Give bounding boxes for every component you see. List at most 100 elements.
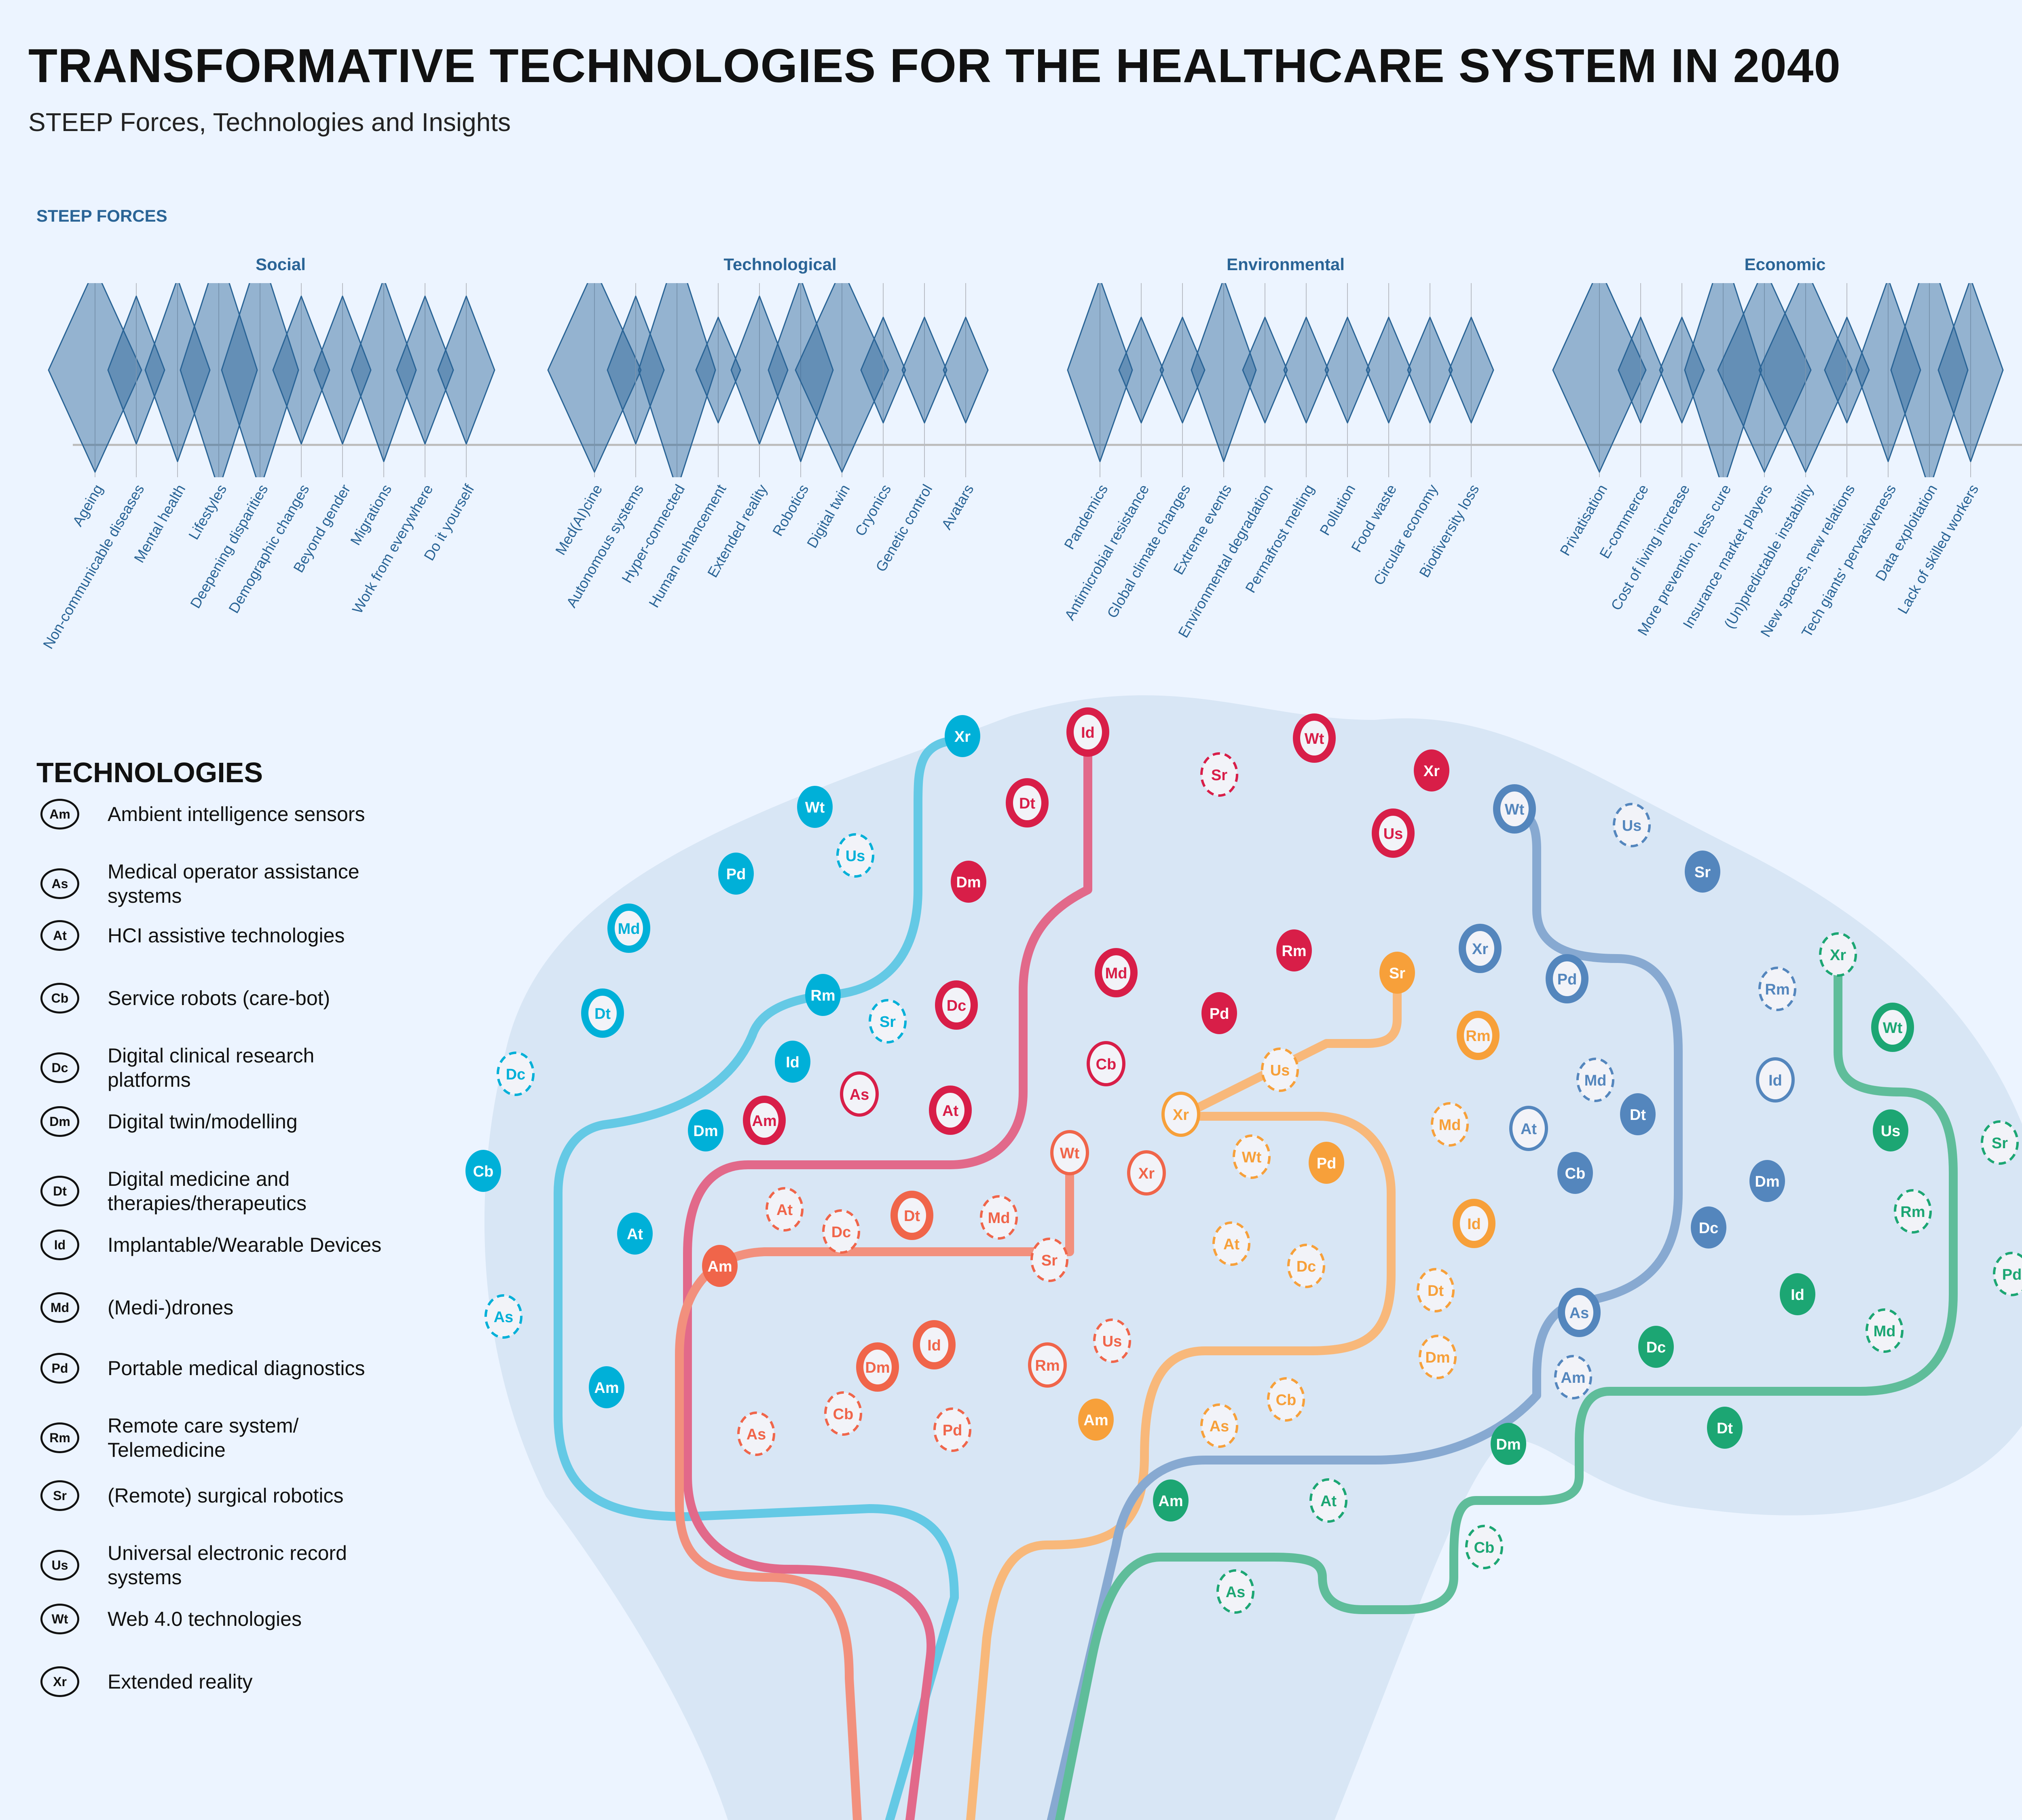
- technology-node-as[interactable]: As: [1200, 1403, 1238, 1448]
- technology-node-wt[interactable]: Wt: [1050, 1130, 1089, 1175]
- technology-node-dt[interactable]: Dt: [1417, 1268, 1455, 1312]
- technology-node-wt[interactable]: Wt: [797, 786, 833, 828]
- technology-node-am[interactable]: Am: [702, 1245, 738, 1287]
- technology-node-rm[interactable]: Rm: [805, 974, 841, 1016]
- technology-node-rm[interactable]: Rm: [1276, 929, 1312, 971]
- technology-node-md[interactable]: Md: [980, 1195, 1018, 1240]
- technology-node-id[interactable]: Id: [1756, 1057, 1795, 1103]
- technology-node-pd[interactable]: Pd: [1201, 992, 1237, 1034]
- technology-node-circle: [980, 1195, 1018, 1240]
- technology-node-us[interactable]: Us: [1261, 1048, 1299, 1092]
- technology-node-us[interactable]: Us: [836, 833, 874, 878]
- technology-node-xr[interactable]: Xr: [1819, 932, 1857, 977]
- technology-node-dt[interactable]: Dt: [890, 1191, 933, 1240]
- technology-node-id[interactable]: Id: [1453, 1199, 1495, 1248]
- technology-node-md[interactable]: Md: [607, 904, 650, 953]
- technology-node-cb[interactable]: Cb: [465, 1150, 501, 1192]
- technology-node-at[interactable]: At: [617, 1213, 653, 1255]
- technology-node-as[interactable]: As: [1558, 1288, 1601, 1337]
- technology-node-md[interactable]: Md: [1865, 1308, 1904, 1353]
- technology-node-cb[interactable]: Cb: [1267, 1377, 1305, 1422]
- technology-node-dm[interactable]: Dm: [856, 1342, 899, 1392]
- technology-item-as: As Medical operator assistance systems: [40, 859, 391, 908]
- technology-node-us[interactable]: Us: [1093, 1318, 1131, 1363]
- technology-node-dc[interactable]: Dc: [822, 1209, 860, 1254]
- steep-force-diamond: [1242, 317, 1288, 423]
- technology-node-wt[interactable]: Wt: [1293, 713, 1336, 763]
- technology-node-xr[interactable]: Xr: [1127, 1150, 1166, 1196]
- technology-node-at[interactable]: At: [1309, 1478, 1347, 1523]
- technology-node-us[interactable]: Us: [1372, 808, 1415, 858]
- technology-node-dm[interactable]: Dm: [1749, 1160, 1785, 1202]
- technology-node-code: Md: [988, 1210, 1010, 1227]
- technology-node-dc[interactable]: Dc: [497, 1052, 535, 1096]
- technology-node-at[interactable]: At: [1212, 1221, 1250, 1266]
- technology-node-xr[interactable]: Xr: [1414, 749, 1449, 791]
- technology-node-cb[interactable]: Cb: [1557, 1152, 1593, 1194]
- technology-node-sr[interactable]: Sr: [1030, 1238, 1068, 1282]
- technology-node-am[interactable]: Am: [1153, 1479, 1189, 1522]
- technology-node-as[interactable]: As: [840, 1071, 879, 1117]
- technology-node-dm[interactable]: Dm: [688, 1109, 723, 1151]
- technology-node-cb[interactable]: Cb: [824, 1391, 862, 1436]
- technology-node-pd[interactable]: Pd: [1309, 1142, 1344, 1184]
- technology-node-dm[interactable]: Dm: [1419, 1335, 1457, 1379]
- technology-node-id[interactable]: Id: [913, 1320, 956, 1369]
- technology-node-md[interactable]: Md: [1431, 1102, 1469, 1147]
- technology-node-pd[interactable]: Pd: [1546, 954, 1588, 1003]
- technology-node-xr[interactable]: Xr: [945, 715, 980, 757]
- technology-node-dc[interactable]: Dc: [1691, 1206, 1726, 1249]
- technology-node-md[interactable]: Md: [1095, 948, 1138, 997]
- technology-node-dc[interactable]: Dc: [1287, 1244, 1325, 1288]
- steep-force-diamond: [860, 317, 906, 423]
- technology-node-code: Wt: [1242, 1149, 1262, 1166]
- technology-node-rm[interactable]: Rm: [1457, 1011, 1500, 1060]
- technology-node-sr[interactable]: Sr: [1685, 851, 1720, 893]
- technology-node-pd[interactable]: Pd: [933, 1407, 971, 1452]
- technology-node-pd[interactable]: Pd: [718, 853, 754, 895]
- technology-node-dc[interactable]: Dc: [935, 980, 978, 1030]
- technology-node-sr[interactable]: Sr: [1200, 752, 1238, 797]
- technology-node-rm[interactable]: Rm: [1758, 967, 1796, 1011]
- technology-node-sr[interactable]: Sr: [1379, 952, 1415, 994]
- technology-node-sr[interactable]: Sr: [1981, 1120, 2019, 1165]
- technology-node-id[interactable]: Id: [1780, 1273, 1815, 1315]
- technology-node-rm[interactable]: Rm: [1894, 1189, 1932, 1234]
- technology-node-as[interactable]: As: [484, 1294, 522, 1339]
- technology-node-at[interactable]: At: [766, 1187, 804, 1232]
- technology-node-wt[interactable]: Wt: [1871, 1003, 1914, 1052]
- technology-node-cb[interactable]: Cb: [1465, 1525, 1503, 1569]
- technology-node-dc[interactable]: Dc: [1638, 1326, 1674, 1368]
- technology-node-rm[interactable]: Rm: [1028, 1342, 1067, 1388]
- technology-node-wt[interactable]: Wt: [1493, 784, 1536, 834]
- technology-node-us[interactable]: Us: [1613, 803, 1651, 847]
- technology-node-code: Dt: [594, 1005, 611, 1022]
- technology-node-circle: [607, 904, 650, 953]
- technology-node-dt[interactable]: Dt: [1006, 778, 1049, 827]
- technology-node-as[interactable]: As: [737, 1412, 775, 1456]
- technology-node-dm[interactable]: Dm: [951, 861, 986, 903]
- technology-node-us[interactable]: Us: [1873, 1109, 1908, 1151]
- technology-node-md[interactable]: Md: [1576, 1058, 1614, 1102]
- technology-node-id[interactable]: Id: [1066, 707, 1109, 757]
- technology-node-dt[interactable]: Dt: [581, 988, 624, 1038]
- technology-node-am[interactable]: Am: [589, 1366, 624, 1408]
- technology-node-dt[interactable]: Dt: [1707, 1407, 1743, 1449]
- technology-node-xr[interactable]: Xr: [1459, 924, 1502, 973]
- technology-node-code: Id: [1768, 1072, 1782, 1089]
- technology-node-as[interactable]: As: [1216, 1569, 1254, 1614]
- technology-node-sr[interactable]: Sr: [869, 999, 907, 1043]
- technology-node-wt[interactable]: Wt: [1233, 1134, 1271, 1179]
- technology-node-dt[interactable]: Dt: [1620, 1093, 1656, 1135]
- technology-node-am[interactable]: Am: [1554, 1355, 1592, 1399]
- technology-node-dm[interactable]: Dm: [1491, 1423, 1526, 1465]
- technology-node-cb[interactable]: Cb: [1087, 1041, 1125, 1086]
- technology-node-at[interactable]: At: [1509, 1106, 1548, 1151]
- technology-node-id[interactable]: Id: [775, 1041, 810, 1083]
- technology-node-am[interactable]: Am: [1078, 1399, 1114, 1441]
- technology-node-am[interactable]: Am: [743, 1096, 786, 1145]
- technology-code-badge: As: [40, 868, 79, 899]
- technology-node-at[interactable]: At: [929, 1086, 972, 1135]
- technology-node-pd[interactable]: Pd: [1993, 1252, 2022, 1296]
- technology-node-xr[interactable]: Xr: [1161, 1092, 1200, 1137]
